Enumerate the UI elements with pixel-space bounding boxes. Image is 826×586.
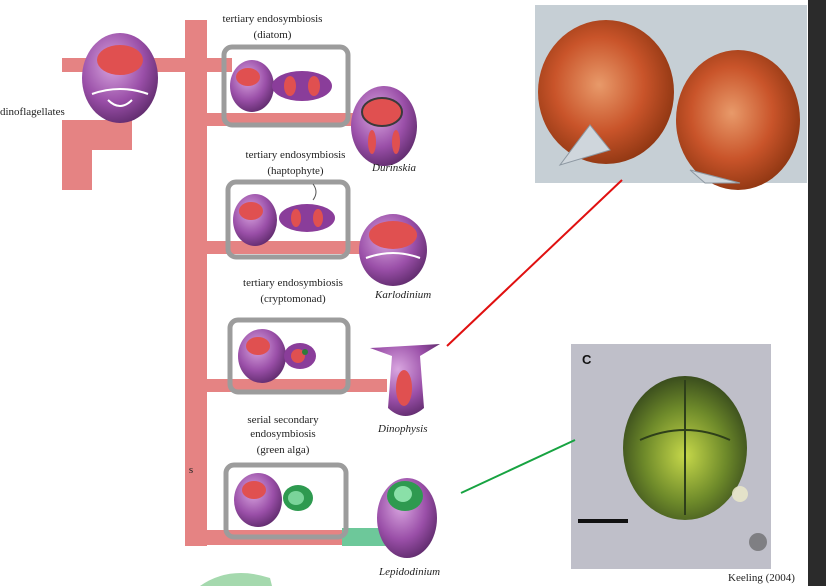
phylogeny-tree: [62, 20, 387, 546]
species-dinophysis: Dinophysis: [378, 423, 428, 435]
haptophyte-label-line2: (haptophyte): [267, 165, 324, 177]
photo-panel-letter: C: [582, 352, 592, 367]
dinophysis-cell: [370, 344, 440, 416]
red-connector-line: [446, 179, 623, 347]
green-alga-label-line2: endosymbiosis: [250, 428, 316, 440]
scale-bar: [578, 519, 628, 523]
diatom-label-line2: (diatom): [253, 29, 292, 41]
cryptomonad-label-line1: tertiary endosymbiosis: [243, 277, 343, 289]
tree-main-trunk: [185, 20, 207, 546]
lepidodinium-photo: [571, 344, 771, 569]
trunk-side-letter: s: [188, 464, 194, 476]
citation: Keeling (2004): [728, 572, 795, 584]
haptophyte-box: [225, 179, 351, 260]
durinskia-cell: [351, 86, 417, 166]
species-lepidodinium: Lepidodinium: [379, 566, 441, 578]
dinophysis-photo: [535, 5, 807, 190]
haptophyte-label-line1: tertiary endosymbiosis: [245, 149, 346, 161]
dinoflagellate-cell: [82, 33, 158, 123]
green-connector-line: [460, 439, 576, 494]
diatom-label-line1: tertiary endosymbiosis: [222, 13, 323, 25]
tree-left-stub: [62, 120, 132, 150]
cryptomonad-label-line2: (cryptomonad): [260, 293, 326, 305]
diatom-box: [221, 44, 351, 128]
species-durinskia: Durinskia: [372, 162, 416, 174]
green-alga-label-line1: serial secondary: [247, 414, 319, 426]
tree-hapto-branch: [207, 241, 377, 254]
lepidodinium-cell: [377, 478, 437, 558]
karlodinium-cell: [359, 214, 427, 286]
green-alga-box: [223, 462, 349, 540]
tree-crypto-branch: [207, 379, 387, 392]
dinoflagellates-label: dinoflagellates: [0, 106, 65, 118]
species-karlodinium: Karlodinium: [375, 289, 432, 301]
green-alga-label-line3: (green alga): [256, 444, 310, 456]
cropped-cell-fragment: [200, 573, 272, 586]
right-scrollbar[interactable]: [808, 0, 826, 586]
cryptomonad-box: [227, 317, 351, 395]
